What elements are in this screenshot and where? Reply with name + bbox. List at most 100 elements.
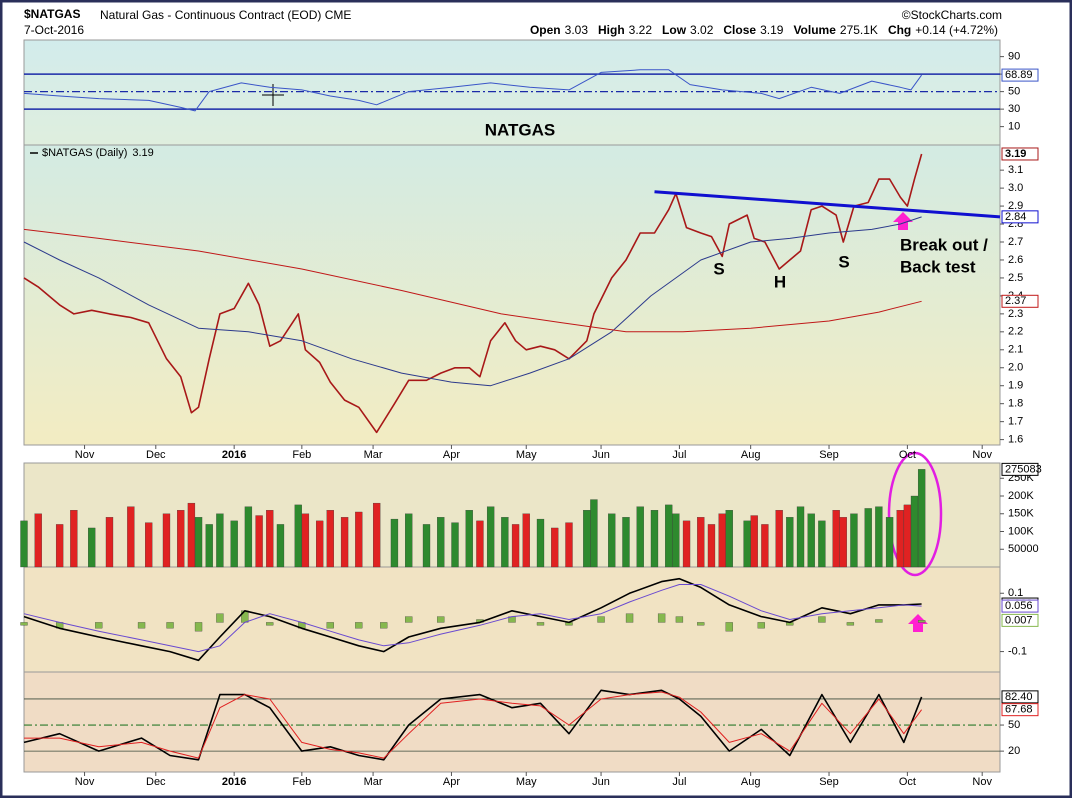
value-label: 68.89	[1005, 69, 1033, 81]
bar	[725, 622, 733, 632]
bar	[315, 520, 324, 568]
bar	[522, 513, 530, 568]
bar	[294, 504, 302, 568]
quote-label: Low	[662, 23, 687, 37]
bar	[761, 524, 769, 568]
bar	[697, 622, 705, 626]
bar	[405, 513, 413, 568]
bar	[511, 524, 520, 568]
value-box	[1001, 68, 1039, 82]
bar	[145, 522, 153, 568]
bar	[380, 622, 388, 629]
quote-value: 275.1K	[840, 23, 878, 37]
value-box	[1001, 599, 1039, 613]
bar	[536, 622, 545, 626]
bar	[885, 517, 894, 568]
value-label: 82.40	[1005, 691, 1033, 703]
bar	[194, 517, 203, 568]
x-tick-label: Nov	[972, 776, 992, 788]
bar	[266, 510, 274, 568]
value-box	[1001, 462, 1039, 476]
bar	[187, 502, 196, 568]
bar	[675, 616, 684, 623]
x-tick-label: Oct	[899, 776, 916, 788]
symbol: $NATGAS	[24, 7, 80, 21]
y-tick-label: 0.1	[1008, 587, 1023, 599]
quote-label: Open	[530, 23, 561, 37]
bar	[105, 517, 114, 568]
bar	[672, 513, 680, 568]
bar	[266, 622, 274, 626]
value-box	[1001, 613, 1039, 627]
y-tick-label: 30	[1008, 103, 1020, 115]
y-tick-label: 2.5	[1008, 272, 1023, 284]
date: 7-Oct-2016	[24, 23, 84, 37]
x-tick-label: Apr	[443, 776, 460, 788]
bar	[796, 506, 805, 568]
x-tick-label: Jun	[592, 449, 610, 461]
quote-value: 3.22	[629, 23, 653, 37]
bar	[255, 515, 263, 568]
bar	[682, 520, 691, 568]
bar	[832, 510, 840, 568]
value-box	[1001, 294, 1039, 308]
bar	[390, 518, 399, 568]
bar	[355, 622, 363, 629]
series-line	[23, 584, 922, 653]
x-tick-label: Feb	[292, 449, 311, 461]
series-line	[23, 577, 922, 662]
quote: Open 3.03 High 3.22 Low 3.02 Close 3.19 Volume 27…	[530, 23, 998, 37]
quote-label: Chg	[888, 23, 911, 37]
bar	[137, 622, 146, 629]
series-line	[23, 69, 923, 112]
bar	[786, 517, 794, 568]
bar	[650, 510, 659, 568]
bar	[162, 513, 171, 568]
x-tick-label: 2016	[222, 776, 246, 788]
value-box	[1001, 690, 1039, 704]
bar	[244, 506, 253, 568]
value-box	[1001, 147, 1039, 161]
series-line	[23, 228, 922, 333]
bar	[55, 524, 64, 568]
y-tick-label: 2.6	[1008, 254, 1023, 266]
quote-value: 3.19	[760, 23, 784, 37]
x-tick-label: Nov	[75, 776, 95, 788]
x-tick-label: Aug	[741, 776, 761, 788]
bar	[230, 520, 238, 568]
bar	[743, 520, 751, 568]
bar	[917, 469, 926, 568]
bar	[536, 518, 545, 568]
y-tick-label: 1.9	[1008, 380, 1023, 392]
bar	[622, 517, 630, 568]
bar	[276, 524, 285, 568]
bar	[205, 524, 213, 568]
quote-value: 3.02	[690, 23, 714, 37]
annotation: S	[713, 259, 724, 278]
bar	[20, 520, 28, 568]
price-panel	[23, 144, 1001, 446]
x-tick-label: Jul	[672, 776, 686, 788]
bar	[757, 622, 765, 629]
x-tick-label: Jul	[672, 449, 686, 461]
quote-value: +0.14 (+4.72%)	[915, 23, 998, 37]
bar	[818, 520, 826, 568]
bar	[896, 510, 904, 568]
bar	[665, 504, 673, 568]
bar	[850, 513, 858, 568]
y-tick-label: 100K	[1008, 525, 1034, 537]
annotation: NATGAS	[485, 120, 556, 139]
bar	[340, 517, 349, 568]
bar	[903, 504, 912, 568]
value-label: 2.37	[1005, 295, 1026, 307]
bar	[127, 506, 135, 568]
bar	[565, 522, 573, 568]
bar	[608, 513, 616, 568]
bar	[846, 622, 855, 626]
y-tick-label: 50	[1008, 719, 1020, 731]
bar	[864, 508, 872, 568]
y-tick-label: 1.6	[1008, 434, 1023, 446]
bar	[501, 517, 509, 568]
